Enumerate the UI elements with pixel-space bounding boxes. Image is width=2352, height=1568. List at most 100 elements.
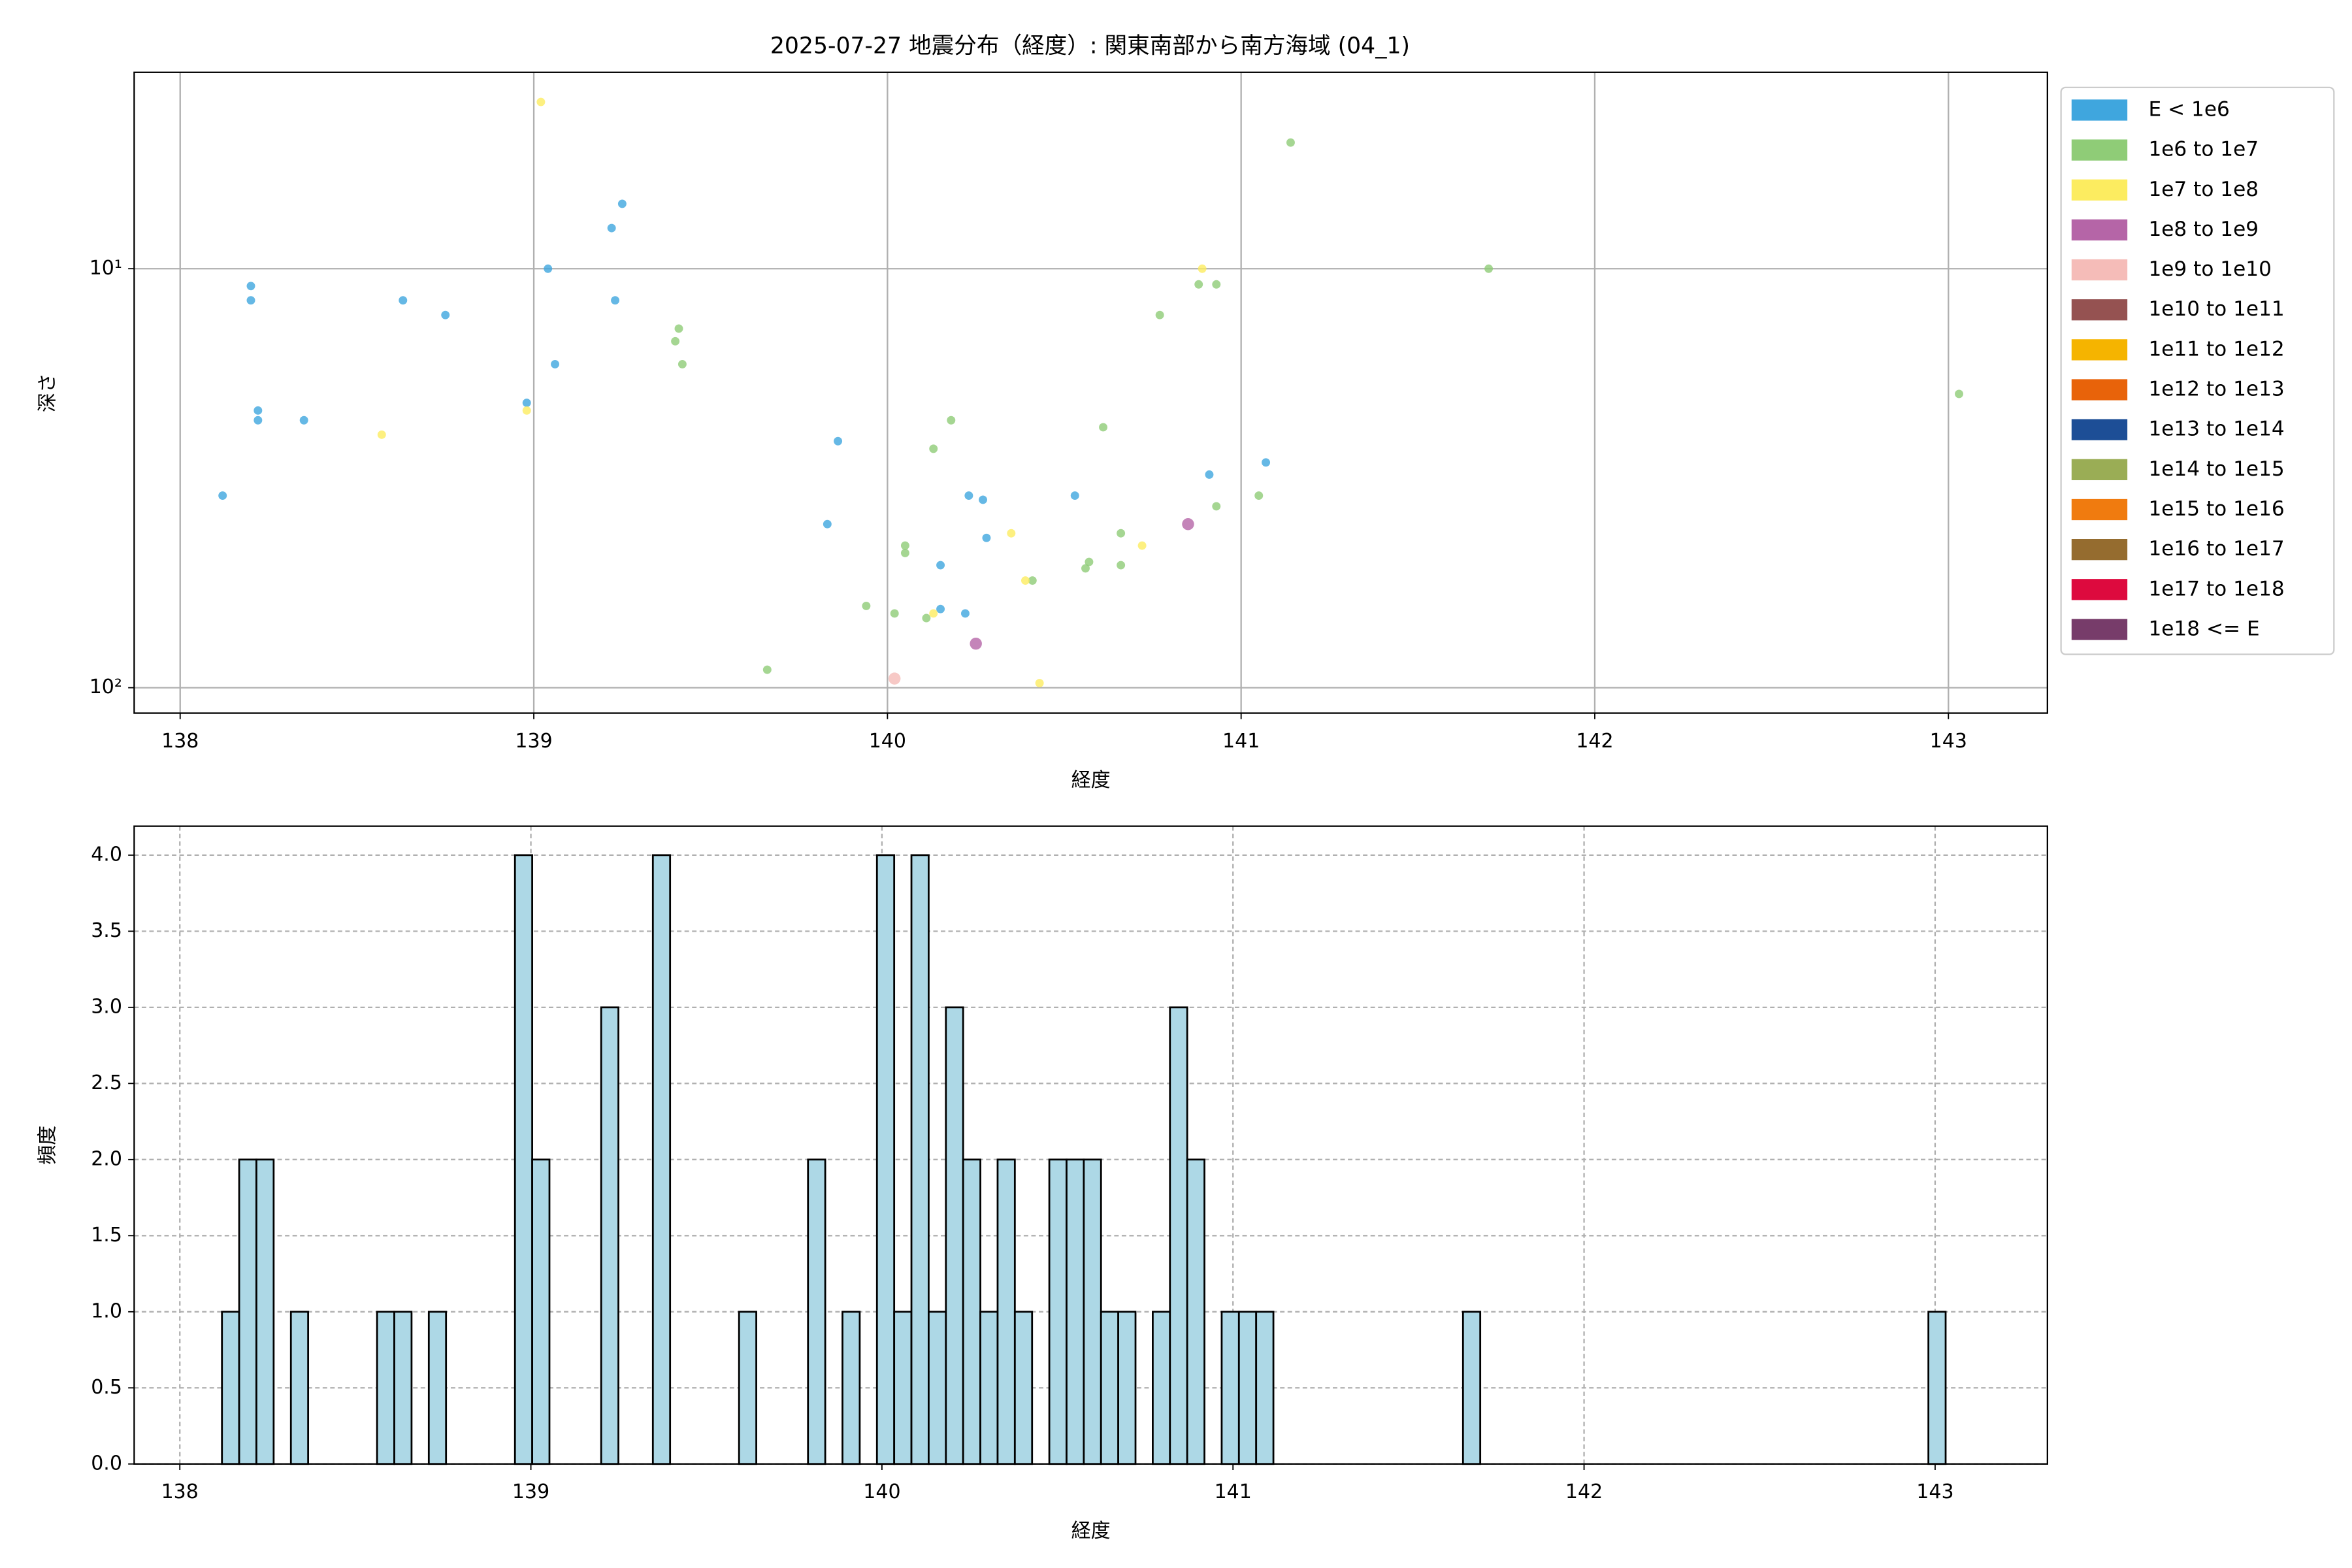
x-axis-label: 経度 (1071, 1520, 1111, 1543)
data-point (544, 264, 553, 273)
x-tick-label: 142 (1565, 1480, 1603, 1503)
data-point (1262, 458, 1271, 467)
histogram-bar (221, 1311, 240, 1465)
plot-frame (133, 71, 2048, 714)
legend-box (2060, 86, 2335, 655)
legend-label: 1e7 to 1e8 (2148, 178, 2259, 201)
data-point (617, 199, 627, 208)
data-point (900, 541, 909, 550)
data-point (960, 609, 970, 618)
histogram-bar (1117, 1311, 1137, 1465)
data-point (1070, 491, 1079, 500)
legend-label: 1e18 <= E (2148, 617, 2259, 640)
data-point (253, 406, 263, 415)
histogram-bar (1169, 1006, 1188, 1465)
chart-title: 2025-07-27 地震分布（経度）: 関東南部から南方海域 (04_1) (770, 33, 1410, 59)
x-tick-label: 140 (869, 730, 906, 753)
data-point (1155, 310, 1164, 319)
data-point (970, 637, 982, 650)
x-tick-label: 141 (1215, 1480, 1252, 1503)
data-point (246, 282, 255, 291)
legend-label: 1e8 to 1e9 (2148, 218, 2259, 241)
legend-swatch (2071, 179, 2128, 201)
data-point (1021, 576, 1030, 585)
legend-label: 1e17 to 1e18 (2148, 577, 2284, 600)
legend-label: 1e11 to 1e12 (2148, 337, 2284, 361)
data-point (1081, 564, 1090, 573)
x-tick-label: 138 (161, 1480, 199, 1503)
histogram-bar (238, 1158, 257, 1465)
data-point (1007, 529, 1016, 538)
legend-swatch (2071, 498, 2128, 521)
data-point (979, 495, 987, 504)
histogram-bar (1186, 1158, 1205, 1465)
data-point (399, 296, 408, 305)
legend-label: 1e10 to 1e11 (2148, 297, 2284, 321)
y-tick-label: 1.5 (91, 1224, 122, 1247)
histogram-bar (962, 1158, 981, 1465)
data-point (922, 613, 931, 623)
x-tick-label: 142 (1576, 730, 1613, 753)
histogram-bar (738, 1311, 757, 1465)
histogram-bar (514, 854, 533, 1465)
x-tick-label: 139 (512, 1480, 549, 1503)
data-point (762, 665, 772, 674)
data-point (1212, 502, 1221, 511)
data-point (1028, 576, 1037, 585)
data-point (1198, 264, 1207, 273)
data-point (862, 601, 871, 610)
data-point (823, 519, 832, 529)
data-point (929, 444, 938, 453)
data-point (253, 416, 263, 425)
data-point (1099, 423, 1108, 432)
data-point (1205, 470, 1214, 479)
x-tick-label: 143 (1930, 730, 1967, 753)
legend-label: 1e15 to 1e16 (2148, 497, 2284, 521)
x-axis-label: 経度 (1071, 769, 1111, 792)
data-point (982, 533, 991, 542)
data-point (441, 310, 450, 319)
histogram-bar (1013, 1311, 1034, 1465)
data-point (551, 359, 559, 368)
histogram-bar (1255, 1311, 1275, 1465)
y-tick-label: 0.5 (91, 1376, 122, 1399)
y-tick-label: 3.0 (91, 995, 122, 1018)
x-tick-label: 140 (863, 1480, 900, 1503)
histogram-bar (651, 854, 672, 1465)
histogram-bar (841, 1311, 861, 1465)
data-point (218, 491, 227, 500)
legend-swatch (2071, 379, 2128, 400)
data-point (1085, 557, 1094, 566)
histogram-bar (893, 1311, 913, 1465)
legend-label: 1e6 to 1e7 (2148, 138, 2259, 161)
histogram-bar (928, 1311, 947, 1465)
plot-frame (133, 825, 2048, 1465)
histogram-bar (875, 854, 896, 1465)
data-point (834, 436, 843, 446)
legend-swatch (2071, 259, 2128, 281)
legend-label: E < 1e6 (2148, 97, 2229, 121)
y-tick-label: 2.0 (91, 1147, 122, 1170)
data-point (888, 672, 901, 685)
data-point (678, 359, 687, 368)
histogram-bar (393, 1311, 413, 1465)
histogram-bar (600, 1006, 619, 1465)
histogram-bar (996, 1158, 1016, 1465)
data-point (522, 399, 531, 408)
y-axis-label: 深さ (36, 373, 59, 412)
y-tick-label: 1.0 (91, 1299, 122, 1322)
legend-swatch (2071, 539, 2128, 561)
data-point (1955, 389, 1963, 399)
histogram-bar (427, 1311, 448, 1465)
y-tick-label: 2.5 (91, 1071, 122, 1094)
data-point (964, 491, 973, 500)
data-point (671, 336, 680, 346)
x-tick-label: 141 (1222, 730, 1260, 753)
data-point (1137, 541, 1147, 550)
histogram-bar (1066, 1158, 1085, 1465)
legend-swatch (2071, 619, 2128, 640)
histogram-bar (979, 1311, 999, 1465)
legend-swatch (2071, 419, 2128, 440)
histogram-bar (807, 1158, 826, 1465)
